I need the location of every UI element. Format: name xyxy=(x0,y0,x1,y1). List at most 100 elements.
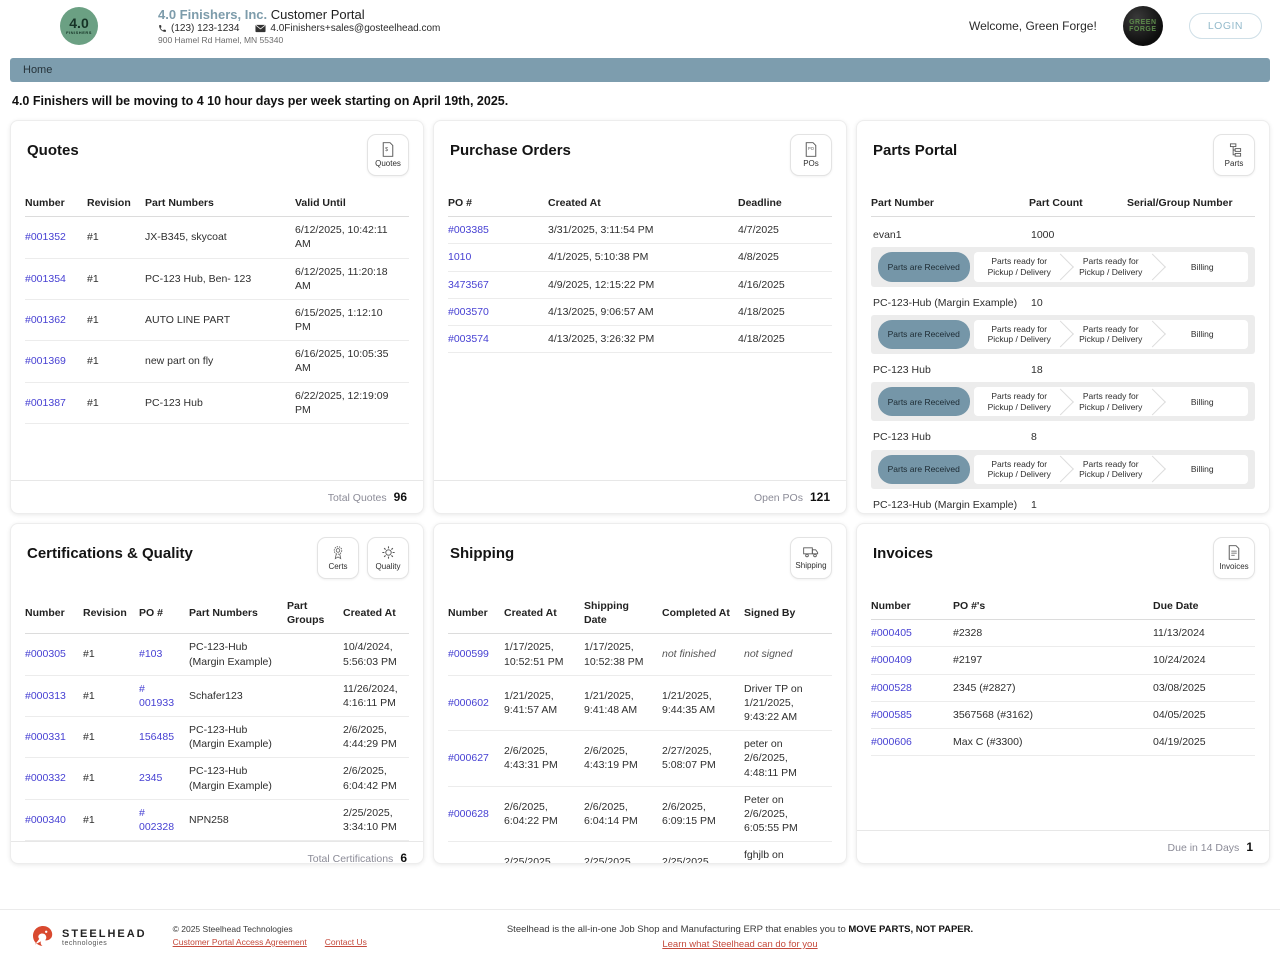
po-number-link[interactable]: #003574 xyxy=(448,332,548,346)
invoice-number-link[interactable]: #000409 xyxy=(871,653,953,667)
quotes-footer: Total Quotes 96 xyxy=(11,480,423,513)
quote-number-link[interactable]: #001387 xyxy=(25,396,87,410)
pos-button[interactable]: PO POs xyxy=(790,134,832,176)
cert-number-link[interactable]: #000313 xyxy=(25,689,83,703)
step-ready-pickup-1[interactable]: Parts ready for Pickup / Delivery xyxy=(974,252,1066,281)
cert-po-link[interactable]: # 001933 xyxy=(139,682,189,710)
open-pos-label: Open POs xyxy=(754,492,803,504)
learn-more-link[interactable]: Learn what Steelhead can do for you xyxy=(662,939,817,950)
tagline-text: Steelhead is the all-in-one Job Shop and… xyxy=(507,924,849,935)
table-row: #000628 2/6/2025, 6:04:22 PM 2/6/2025, 6… xyxy=(448,787,832,843)
step-parts-received[interactable]: Parts are Received xyxy=(878,252,970,281)
pos-table-header: PO # Created At Deadline xyxy=(448,190,832,217)
breadcrumb[interactable]: Home xyxy=(10,58,1270,82)
quote-number-link[interactable]: #001352 xyxy=(25,230,87,244)
shipping-table-header: Number Created At Shipping Date Complete… xyxy=(448,593,832,634)
step-billing[interactable]: Billing xyxy=(1157,455,1249,484)
table-row: #003574 4/13/2025, 3:26:32 PM 4/18/2025 xyxy=(448,326,832,353)
cert-po-link[interactable]: # 002328 xyxy=(139,806,189,834)
breadcrumb-home[interactable]: Home xyxy=(23,64,52,76)
shipment-number-link[interactable]: #000602 xyxy=(448,696,504,710)
step-ready-pickup-2[interactable]: Parts ready for Pickup / Delivery xyxy=(1065,455,1157,484)
quote-number-link[interactable]: #001362 xyxy=(25,313,87,327)
quote-number-link[interactable]: #001354 xyxy=(25,272,87,286)
step-ready-pickup-1[interactable]: Parts ready for Pickup / Delivery xyxy=(974,387,1066,416)
total-quotes-value: 96 xyxy=(394,490,407,504)
table-row: #000305 #1 #103 PC-123-Hub (Margin Examp… xyxy=(25,634,409,675)
page-title: 4.0 Finishers, Inc. Customer Portal xyxy=(158,7,440,22)
invoice-number-link[interactable]: #000585 xyxy=(871,708,953,722)
table-row: #003385 3/31/2025, 3:11:54 PM 4/7/2025 xyxy=(448,217,832,244)
top-header: 4.0 FINISHERS 4.0 Finishers, Inc. Custom… xyxy=(0,0,1280,52)
invoice-number-link[interactable]: #000606 xyxy=(871,735,953,749)
cert-number-link[interactable]: #000332 xyxy=(25,771,83,785)
phone-number: (123) 123-1234 xyxy=(171,23,239,34)
shipment-number-link[interactable]: #000628 xyxy=(448,807,504,821)
due-14-days-value: 1 xyxy=(1246,840,1253,854)
shipping-button[interactable]: Shipping xyxy=(790,537,832,579)
shipping-title: Shipping xyxy=(450,537,514,562)
parts-table: Part Number Part Count Serial/Group Numb… xyxy=(857,180,1269,217)
part-serial xyxy=(1129,430,1255,444)
contact-us-link[interactable]: Contact Us xyxy=(325,937,367,947)
contact-line: (123) 123-1234 4.0Finishers+sales@gostee… xyxy=(158,23,440,34)
po-number-link[interactable]: 3473567 xyxy=(448,278,548,292)
invoices-button[interactable]: Invoices xyxy=(1213,537,1255,579)
parts-portal-card: Parts Portal Parts Part Number Part Coun… xyxy=(856,120,1270,514)
invoices-title: Invoices xyxy=(873,537,933,562)
email-address: 4.0Finishers+sales@gosteelhead.com xyxy=(270,23,440,34)
po-number-link[interactable]: 1010 xyxy=(448,250,548,264)
shipment-number-link[interactable]: #000599 xyxy=(448,647,504,661)
table-row: #000599 1/17/2025, 10:52:51 PM 1/17/2025… xyxy=(448,634,832,675)
shipment-number-link[interactable]: #000678 xyxy=(448,862,504,864)
cert-number-link[interactable]: #000305 xyxy=(25,647,83,661)
parts-button[interactable]: Parts xyxy=(1213,134,1255,176)
step-ready-pickup-2[interactable]: Parts ready for Pickup / Delivery xyxy=(1065,320,1157,349)
step-parts-received[interactable]: Parts are Received xyxy=(878,387,970,416)
certs-button[interactable]: Certs xyxy=(317,537,359,579)
quotes-button[interactable]: $ Quotes xyxy=(367,134,409,176)
invoice-number-link[interactable]: #000528 xyxy=(871,681,953,695)
po-number-link[interactable]: #003385 xyxy=(448,223,548,237)
login-button[interactable]: LOGIN xyxy=(1189,13,1262,39)
po-number-link[interactable]: #003570 xyxy=(448,305,548,319)
table-row: #001369 #1 new part on fly 6/16/2025, 10… xyxy=(25,341,409,382)
cert-po-link[interactable]: 156485 xyxy=(139,730,189,744)
company-address: 900 Hamel Rd Hamel, MN 55340 xyxy=(158,35,440,45)
total-certs-value: 6 xyxy=(400,851,407,864)
part-serial xyxy=(1129,498,1255,512)
shipment-number-link[interactable]: #000627 xyxy=(448,751,504,765)
quality-button[interactable]: Quality xyxy=(367,537,409,579)
table-row: 1010 4/1/2025, 5:10:38 PM 4/8/2025 xyxy=(448,244,832,271)
quotes-title: Quotes xyxy=(27,134,79,159)
step-ready-pickup-1[interactable]: Parts ready for Pickup / Delivery xyxy=(974,455,1066,484)
footer-legal: © 2025 Steelhead Technologies Customer P… xyxy=(173,924,367,947)
step-billing[interactable]: Billing xyxy=(1157,320,1249,349)
cert-po-link[interactable]: #103 xyxy=(139,647,189,661)
step-parts-received[interactable]: Parts are Received xyxy=(878,320,970,349)
step-parts-received[interactable]: Parts are Received xyxy=(878,455,970,484)
step-billing[interactable]: Billing xyxy=(1157,387,1249,416)
portal-agreement-link[interactable]: Customer Portal Access Agreement xyxy=(173,937,307,947)
pos-table: PO # Created At Deadline #003385 3/31/20… xyxy=(434,180,846,353)
step-ready-pickup-2[interactable]: Parts ready for Pickup / Delivery xyxy=(1065,387,1157,416)
step-ready-pickup-2[interactable]: Parts ready for Pickup / Delivery xyxy=(1065,252,1157,281)
cert-number-link[interactable]: #000331 xyxy=(25,730,83,744)
company-logo-sub: FINISHERS xyxy=(66,30,92,35)
quote-number-link[interactable]: #001369 xyxy=(25,354,87,368)
step-ready-pickup-1[interactable]: Parts ready for Pickup / Delivery xyxy=(974,320,1066,349)
parts-row: PC-123 Hub 18 Parts are Received Parts r… xyxy=(871,356,1255,421)
svg-text:$: $ xyxy=(385,147,388,153)
step-billing[interactable]: Billing xyxy=(1157,252,1249,281)
table-row: #000313 #1 # 001933 Schafer123 11/26/202… xyxy=(25,676,409,717)
quotes-table: Number Revision Part Numbers Valid Until… xyxy=(11,180,423,424)
po-document-icon: PO xyxy=(804,142,818,157)
steelhead-brand: STEELHEAD technologies xyxy=(30,924,147,950)
cert-po-link[interactable]: 2345 xyxy=(139,771,189,785)
invoice-number-link[interactable]: #000405 xyxy=(871,626,953,640)
part-status-stepper: Parts are Received Parts ready for Picku… xyxy=(871,382,1255,421)
parts-rows: evan1 1000 Parts are Received Parts read… xyxy=(857,217,1269,514)
avatar[interactable]: GREEN FORGE xyxy=(1123,6,1163,46)
cert-number-link[interactable]: #000340 xyxy=(25,813,83,827)
quote-document-icon: $ xyxy=(381,142,395,157)
